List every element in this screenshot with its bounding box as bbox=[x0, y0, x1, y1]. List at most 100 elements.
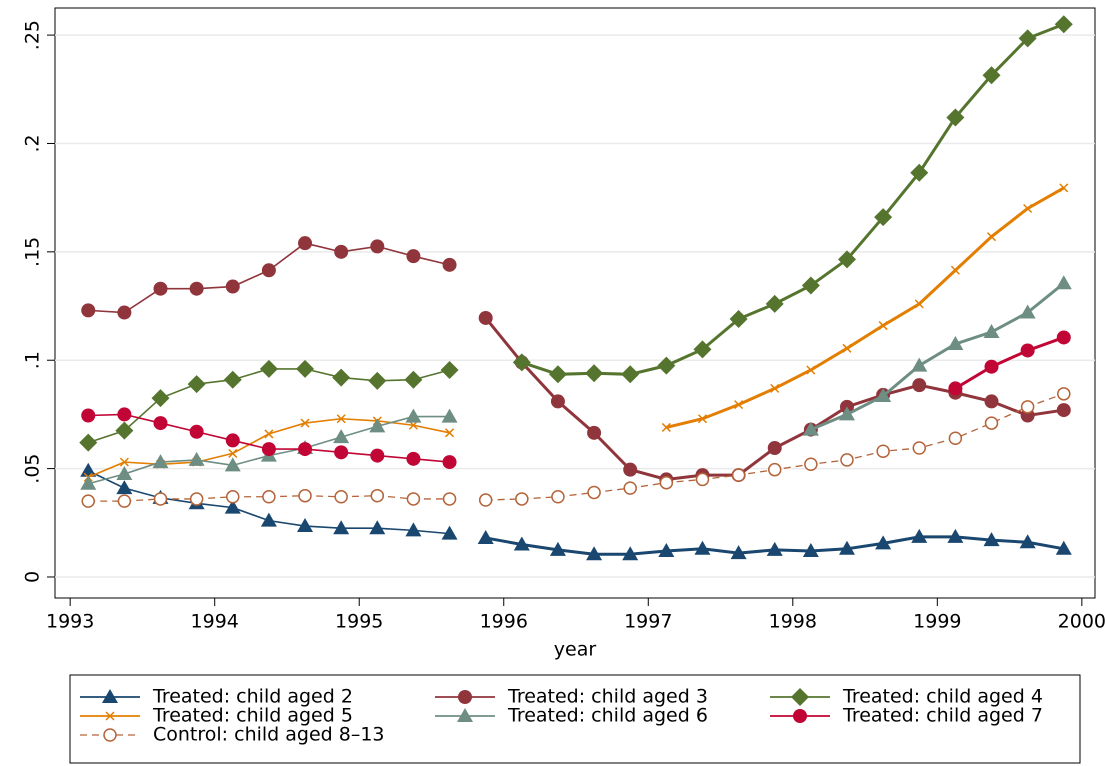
marker bbox=[441, 408, 458, 423]
marker bbox=[838, 406, 855, 421]
marker bbox=[406, 492, 421, 506]
marker bbox=[659, 475, 674, 490]
legend-label: Treated: child aged 5 bbox=[152, 705, 353, 727]
marker bbox=[442, 455, 457, 470]
marker bbox=[224, 457, 241, 472]
marker bbox=[804, 457, 818, 472]
x-tick-label: 1995 bbox=[335, 611, 383, 633]
marker bbox=[548, 365, 567, 384]
marker bbox=[442, 492, 457, 506]
marker bbox=[1056, 330, 1071, 345]
marker bbox=[730, 545, 747, 560]
marker bbox=[946, 108, 965, 127]
marker bbox=[983, 324, 1000, 339]
marker bbox=[1055, 540, 1072, 555]
y-tick-label: .25 bbox=[22, 20, 44, 50]
marker bbox=[478, 310, 493, 325]
marker bbox=[729, 310, 748, 329]
marker bbox=[984, 416, 999, 430]
marker bbox=[80, 475, 97, 490]
marker bbox=[189, 424, 204, 439]
marker bbox=[1019, 304, 1036, 319]
marker bbox=[189, 492, 204, 506]
legend-label: Control: child aged 8–13 bbox=[153, 724, 385, 746]
y-tick-label: .2 bbox=[22, 134, 44, 152]
series bbox=[81, 330, 1071, 470]
marker bbox=[334, 490, 348, 504]
marker bbox=[767, 462, 782, 477]
marker bbox=[81, 408, 96, 423]
marker bbox=[984, 394, 999, 409]
marker bbox=[296, 359, 315, 378]
marker bbox=[586, 546, 603, 561]
x-tick-label: 1997 bbox=[624, 611, 672, 633]
marker bbox=[334, 244, 349, 259]
marker bbox=[693, 340, 712, 359]
marker bbox=[802, 542, 819, 557]
legend-label: Treated: child aged 6 bbox=[507, 705, 708, 727]
marker bbox=[874, 208, 893, 227]
marker bbox=[102, 689, 118, 703]
marker bbox=[152, 454, 169, 469]
marker bbox=[1023, 203, 1033, 214]
series bbox=[81, 387, 1071, 508]
marker bbox=[983, 532, 1000, 547]
marker bbox=[228, 448, 238, 458]
marker bbox=[117, 305, 132, 320]
marker bbox=[587, 425, 602, 440]
marker bbox=[838, 540, 855, 555]
marker bbox=[370, 239, 385, 254]
series-line bbox=[954, 336, 1065, 390]
marker bbox=[694, 540, 711, 555]
x-tick-label: 1994 bbox=[191, 611, 239, 633]
marker bbox=[1020, 400, 1035, 414]
marker bbox=[189, 281, 204, 296]
plot-frame bbox=[54, 7, 1096, 599]
marker bbox=[334, 445, 349, 460]
marker bbox=[766, 541, 783, 556]
marker bbox=[793, 709, 807, 723]
marker bbox=[262, 490, 276, 504]
marker bbox=[551, 490, 565, 504]
marker bbox=[731, 468, 746, 482]
marker bbox=[260, 512, 277, 527]
marker bbox=[623, 462, 638, 477]
marker bbox=[697, 414, 708, 424]
marker bbox=[370, 488, 385, 503]
marker bbox=[225, 433, 240, 448]
marker bbox=[947, 528, 964, 543]
marker bbox=[911, 528, 928, 543]
x-tick-label: 2000 bbox=[1058, 611, 1105, 633]
marker bbox=[622, 546, 639, 561]
marker bbox=[119, 457, 129, 467]
marker bbox=[405, 522, 422, 537]
marker bbox=[332, 368, 351, 387]
marker bbox=[224, 499, 241, 514]
marker bbox=[982, 66, 1001, 85]
marker bbox=[369, 418, 386, 433]
marker bbox=[837, 250, 856, 269]
marker bbox=[187, 375, 206, 394]
x-tick-label: 1998 bbox=[769, 611, 817, 633]
marker bbox=[842, 343, 852, 353]
marker bbox=[550, 394, 565, 409]
marker bbox=[767, 441, 782, 456]
marker bbox=[259, 359, 278, 378]
marker bbox=[117, 494, 132, 508]
marker bbox=[116, 480, 133, 495]
y-tick-label: .1 bbox=[22, 351, 44, 369]
marker bbox=[298, 442, 313, 457]
marker bbox=[513, 536, 530, 551]
marker bbox=[621, 365, 640, 384]
marker bbox=[587, 485, 601, 500]
marker bbox=[1057, 387, 1071, 401]
marker bbox=[153, 492, 168, 506]
marker bbox=[440, 360, 459, 379]
marker bbox=[515, 492, 529, 506]
legend-label: Treated: child aged 7 bbox=[842, 705, 1043, 727]
marker bbox=[477, 529, 494, 544]
marker bbox=[442, 257, 457, 272]
marker bbox=[801, 276, 820, 295]
marker bbox=[911, 357, 928, 372]
legend-label: Treated: child aged 4 bbox=[842, 686, 1043, 708]
